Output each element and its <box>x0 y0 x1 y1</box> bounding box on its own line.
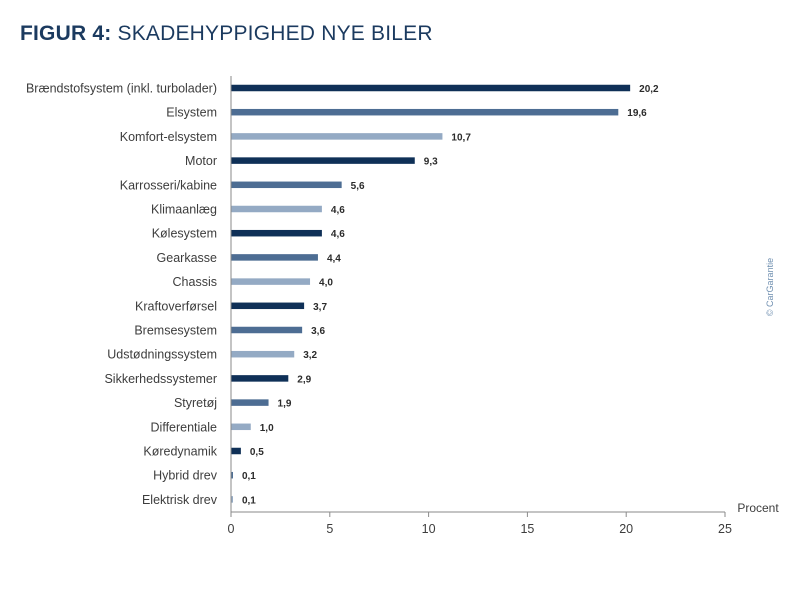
data-label: 10,7 <box>451 132 471 143</box>
data-label: 0,5 <box>250 447 264 458</box>
bar <box>231 302 305 310</box>
data-label: 3,6 <box>311 326 325 337</box>
category-label: Elektrisk drev <box>142 493 218 507</box>
figure-prefix: FIGUR 4: <box>20 22 112 45</box>
figure-title-text: SKADEHYPPIGHED NYE BILER <box>117 22 433 45</box>
category-label: Bremsesystem <box>134 324 217 338</box>
category-label: Differentiale <box>151 420 218 434</box>
category-label: Kraftoverførsel <box>135 299 217 313</box>
category-label: Motor <box>185 154 217 168</box>
data-label: 9,3 <box>424 157 438 168</box>
bar <box>231 84 631 92</box>
data-label: 4,6 <box>331 229 345 240</box>
data-label: 20,2 <box>639 84 659 95</box>
category-label: Styretøj <box>174 396 217 410</box>
bar <box>231 350 295 358</box>
data-label: 3,7 <box>313 302 327 313</box>
data-label: 3,2 <box>303 350 317 361</box>
data-label: 4,6 <box>331 205 345 216</box>
x-tick-label: 25 <box>718 522 732 536</box>
x-tick-label: 15 <box>520 522 534 536</box>
category-label: Sikkerhedssystemer <box>104 372 217 386</box>
category-label: Klimaanlæg <box>151 203 217 217</box>
bar <box>231 496 233 503</box>
category-label: Brændstofsystem (inkl. turbolader) <box>26 82 217 96</box>
bar <box>231 133 443 140</box>
category-label: Kølesystem <box>152 227 217 241</box>
x-tick-label: 10 <box>422 522 436 536</box>
bar <box>231 375 289 382</box>
category-label: Hybrid drev <box>153 469 218 483</box>
x-tick-label: 5 <box>326 522 333 536</box>
bar <box>231 229 322 237</box>
category-label: Komfort-elsystem <box>120 130 217 144</box>
bar <box>231 399 269 406</box>
bar <box>231 205 322 213</box>
data-label: 0,1 <box>242 471 256 482</box>
category-label: Udstødningssystem <box>107 348 217 362</box>
category-label: Karrosseri/kabine <box>120 178 217 192</box>
bar <box>231 278 311 285</box>
data-label: 2,9 <box>297 374 311 385</box>
bar <box>231 157 415 164</box>
bar <box>231 326 303 334</box>
bar <box>231 471 233 479</box>
data-label: 4,4 <box>327 253 341 264</box>
data-label: 4,0 <box>319 278 333 289</box>
data-label: 19,6 <box>627 108 647 119</box>
figure-title: FIGUR 4: SKADEHYPPIGHED NYE BILER <box>20 22 433 46</box>
data-label: 0,1 <box>242 495 256 506</box>
x-axis-title: Procent <box>737 501 779 515</box>
bar <box>231 108 619 116</box>
bar <box>231 254 318 261</box>
category-label: Elsystem <box>166 106 217 120</box>
data-label: 1,9 <box>278 399 292 410</box>
data-label: 1,0 <box>260 423 274 434</box>
bar <box>231 423 251 431</box>
copyright-notice: © CarGarantie <box>765 258 775 316</box>
data-label: 5,6 <box>351 181 365 192</box>
category-label: Køredynamik <box>143 445 217 459</box>
category-label: Chassis <box>173 275 217 289</box>
bar <box>231 181 342 189</box>
category-label: Gearkasse <box>157 251 217 265</box>
x-tick-label: 0 <box>228 522 235 536</box>
x-tick-label: 20 <box>619 522 633 536</box>
bar <box>231 447 241 455</box>
